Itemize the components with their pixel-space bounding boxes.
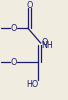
- Text: O: O: [41, 38, 48, 47]
- Text: NH: NH: [41, 41, 53, 50]
- Text: HO: HO: [26, 80, 38, 89]
- Text: O: O: [10, 58, 16, 67]
- Text: O: O: [26, 1, 32, 10]
- Text: O: O: [10, 24, 16, 33]
